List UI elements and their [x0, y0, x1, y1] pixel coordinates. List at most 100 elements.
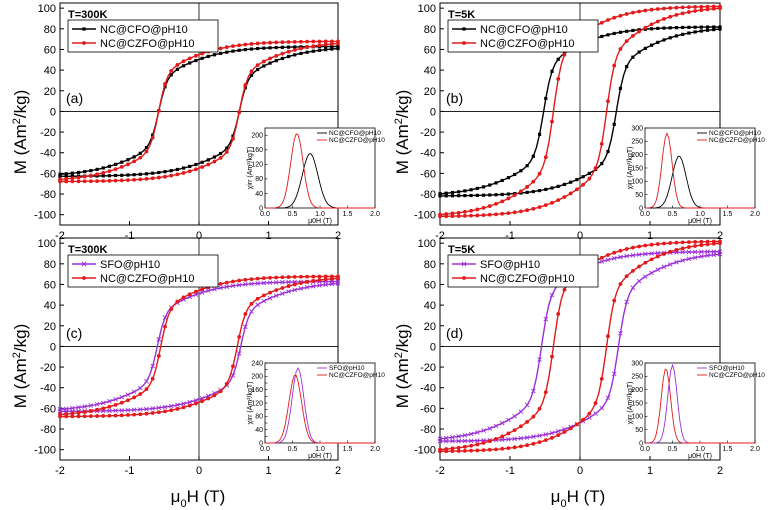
inset-y-tick-label: 240: [251, 360, 263, 367]
data-point: [101, 406, 106, 411]
data-point: [293, 45, 297, 49]
x-axis-label-right: μ0H (T): [551, 487, 606, 510]
data-point: [286, 40, 291, 44]
data-point: [693, 244, 698, 248]
data-point: [261, 293, 266, 298]
inset-y-tick-label: 100: [631, 179, 643, 186]
data-point: [305, 39, 310, 44]
data-point: [267, 280, 273, 286]
data-point: [200, 160, 204, 164]
legend-marker: [82, 27, 86, 31]
legend: SFO@pH10 NC@CZFO@pH10: [67, 254, 219, 288]
data-point: [162, 315, 168, 320]
data-point: [475, 213, 480, 218]
data-point: [299, 39, 303, 44]
data-point: [231, 49, 235, 53]
data-point: [500, 178, 504, 183]
data-point: [255, 281, 261, 286]
data-point: [450, 190, 455, 195]
data-point: [317, 274, 322, 279]
panel-c: -100 -80 -60 -40 -20 0 20 40 60 80 100 -2 -1 0 1 2 T=300…: [34, 237, 385, 477]
data-point: [181, 401, 186, 406]
data-point: [718, 6, 722, 11]
data-point: [699, 254, 704, 259]
data-point: [712, 25, 716, 29]
data-point: [469, 213, 474, 218]
data-point: [574, 422, 579, 427]
data-point: [298, 286, 304, 291]
data-point: [64, 172, 68, 176]
data-point: [231, 279, 235, 284]
data-point: [88, 409, 93, 413]
data-point: [656, 26, 660, 31]
data-point: [699, 4, 704, 9]
data-point: [119, 413, 124, 418]
panel-label: (c): [66, 325, 82, 341]
data-point: [268, 275, 272, 280]
data-point: [181, 59, 186, 64]
legend-box: [447, 254, 599, 288]
data-point: [636, 278, 642, 284]
data-point: [125, 407, 131, 413]
data-point: [114, 173, 118, 178]
data-point: [119, 400, 124, 405]
inset-y-tick-label: 0: [259, 205, 263, 212]
data-point: [643, 25, 648, 30]
legend-marker: [82, 276, 86, 280]
data-point: [243, 83, 248, 87]
data-point: [225, 50, 229, 54]
inset-y-tick-label: 40: [255, 191, 263, 198]
data-point: [200, 399, 204, 404]
data-point: [187, 292, 192, 297]
x-tick-label: -1: [505, 465, 515, 477]
inset-y-tick-label: 0: [639, 440, 643, 447]
data-point: [107, 174, 112, 178]
data-point: [574, 187, 579, 192]
data-point: [231, 134, 235, 138]
data-point: [606, 33, 610, 37]
data-point: [280, 51, 285, 56]
data-point: [243, 324, 248, 330]
data-point: [323, 282, 328, 287]
data-point: [549, 292, 555, 298]
inset-x-tick-label: 1.0: [695, 211, 705, 218]
y-tick-label: 100: [418, 238, 436, 250]
data-point: [630, 285, 636, 291]
data-point: [311, 278, 316, 283]
inset-x-axis-label: μ0H (T): [308, 453, 332, 460]
data-point: [280, 40, 285, 45]
data-point: [169, 68, 174, 73]
data-point: [335, 281, 341, 286]
data-point: [655, 7, 660, 11]
data-point: [606, 99, 610, 104]
data-point: [156, 108, 161, 113]
panel-title: T=5K: [448, 9, 475, 21]
data-point: [544, 187, 548, 192]
data-point: [587, 171, 591, 176]
data-point: [624, 39, 629, 44]
data-point: [705, 7, 710, 12]
data-point: [163, 85, 167, 89]
data-point: [280, 45, 284, 49]
data-point: [162, 404, 168, 410]
legend-entry: NC@CZFO@pH10: [100, 38, 194, 50]
data-point: [649, 270, 654, 276]
inset-x-tick-label: 0.0: [640, 446, 650, 453]
data-point: [181, 295, 186, 300]
data-point: [156, 410, 161, 415]
data-point: [618, 47, 623, 51]
x-tick-label: 0: [577, 465, 583, 477]
data-point: [662, 38, 666, 42]
data-point: [556, 77, 561, 81]
data-point: [119, 178, 124, 183]
x-tick-label: -2: [435, 230, 445, 242]
data-point: [450, 449, 455, 454]
data-point: [630, 252, 636, 258]
data-point: [518, 444, 523, 449]
data-point: [711, 252, 717, 258]
data-point: [58, 179, 62, 184]
data-point: [150, 135, 155, 140]
data-point: [255, 41, 260, 46]
y-tick-label: -100: [34, 210, 56, 222]
data-point: [132, 412, 137, 417]
